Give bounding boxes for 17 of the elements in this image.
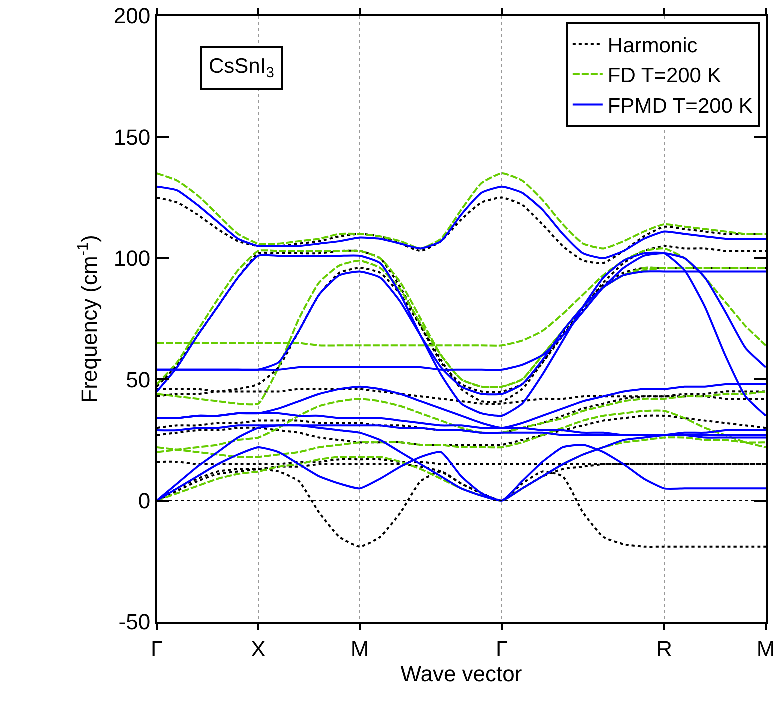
y-tick-label: -50	[118, 610, 151, 635]
y-tick-label: 0	[138, 488, 151, 514]
x-tick-label: Γ	[496, 636, 508, 662]
legend-label: FD T=200 K	[608, 64, 722, 88]
x-tick-label: M	[350, 636, 370, 662]
x-tick-label: Γ	[150, 636, 164, 662]
x-tick-label: R	[656, 636, 672, 662]
y-tick-label: 50	[126, 367, 151, 392]
x-tick-label: M	[756, 636, 776, 662]
x-axis-title: Wave vector	[400, 661, 522, 686]
y-tick-label: 200	[114, 4, 151, 29]
legend-label: Harmonic	[608, 34, 698, 58]
y-tick-label: 150	[114, 124, 151, 150]
x-tick-label: X	[251, 636, 266, 662]
legend-label: FPMD T=200 K	[608, 95, 753, 118]
annotation: CsSnI$_{3}$	[209, 55, 274, 82]
y-tick-label: 100	[114, 246, 151, 272]
